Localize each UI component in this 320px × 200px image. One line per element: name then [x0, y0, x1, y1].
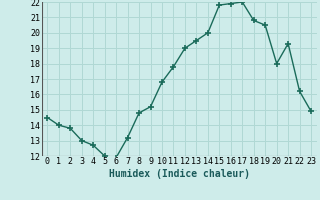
- X-axis label: Humidex (Indice chaleur): Humidex (Indice chaleur): [109, 169, 250, 179]
